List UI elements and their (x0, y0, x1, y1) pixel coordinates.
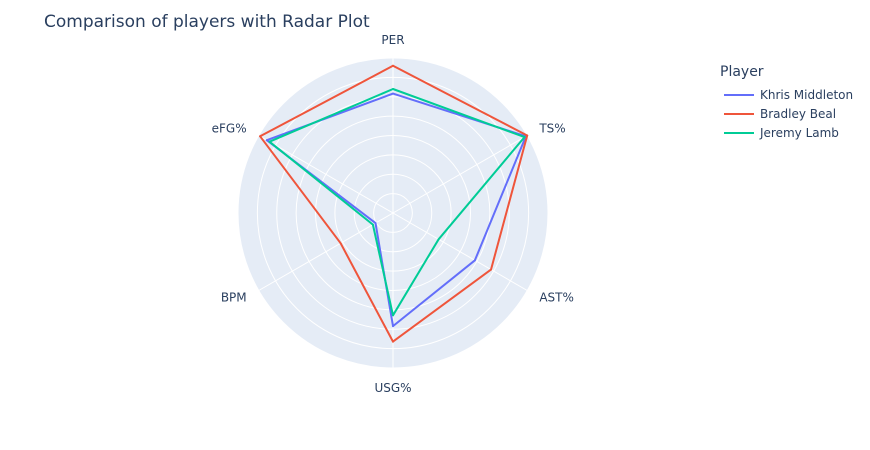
axis-label: PER (381, 33, 404, 47)
data-point (523, 136, 526, 139)
data-point (392, 314, 394, 317)
data-point (265, 139, 268, 142)
legend-swatch (724, 131, 754, 134)
data-point (268, 140, 271, 143)
data-point (259, 135, 262, 138)
axis-label: AST% (539, 291, 574, 305)
series-layer (259, 64, 529, 343)
data-point (392, 88, 394, 90)
legend-swatch (724, 93, 754, 96)
axis-label-layer: PER TS% AST% USG% BPM eFG% (212, 33, 574, 395)
axis-label: TS% (538, 122, 565, 136)
data-point (437, 238, 440, 241)
axis-label: USG% (374, 381, 411, 395)
data-point (473, 259, 476, 262)
grid-spoke (392, 135, 528, 214)
legend-item[interactable]: Khris Middleton (720, 85, 853, 104)
legend-swatch (724, 112, 754, 115)
legend-label: Bradley Beal (760, 106, 837, 121)
data-point (392, 64, 394, 67)
data-point (374, 222, 377, 225)
axis-label: BPM (221, 291, 247, 305)
legend-item[interactable]: Jeremy Lamb (720, 123, 853, 142)
legend-item[interactable]: Bradley Beal (720, 104, 853, 123)
chart-title: Comparison of players with Radar Plot (44, 12, 370, 32)
axis-label: eFG% (212, 122, 247, 136)
data-point (526, 134, 529, 137)
data-point (392, 92, 394, 95)
legend-label: Khris Middleton (760, 87, 854, 102)
data-point (371, 223, 374, 226)
data-point (339, 242, 342, 245)
data-point (392, 325, 394, 328)
legend-items: Khris Middleton Bradley Beal Jeremy Lamb (720, 85, 853, 142)
data-point (489, 268, 492, 271)
data-point (392, 340, 394, 343)
legend: Player Khris Middleton Bradley Beal Jeremy… (720, 64, 853, 142)
grid-layer (237, 57, 549, 369)
legend-label: Jeremy Lamb (760, 125, 839, 140)
grid-spoke (392, 212, 528, 291)
grid-spoke (258, 135, 394, 214)
grid-spoke (258, 212, 394, 291)
legend-title: Player (720, 64, 764, 80)
